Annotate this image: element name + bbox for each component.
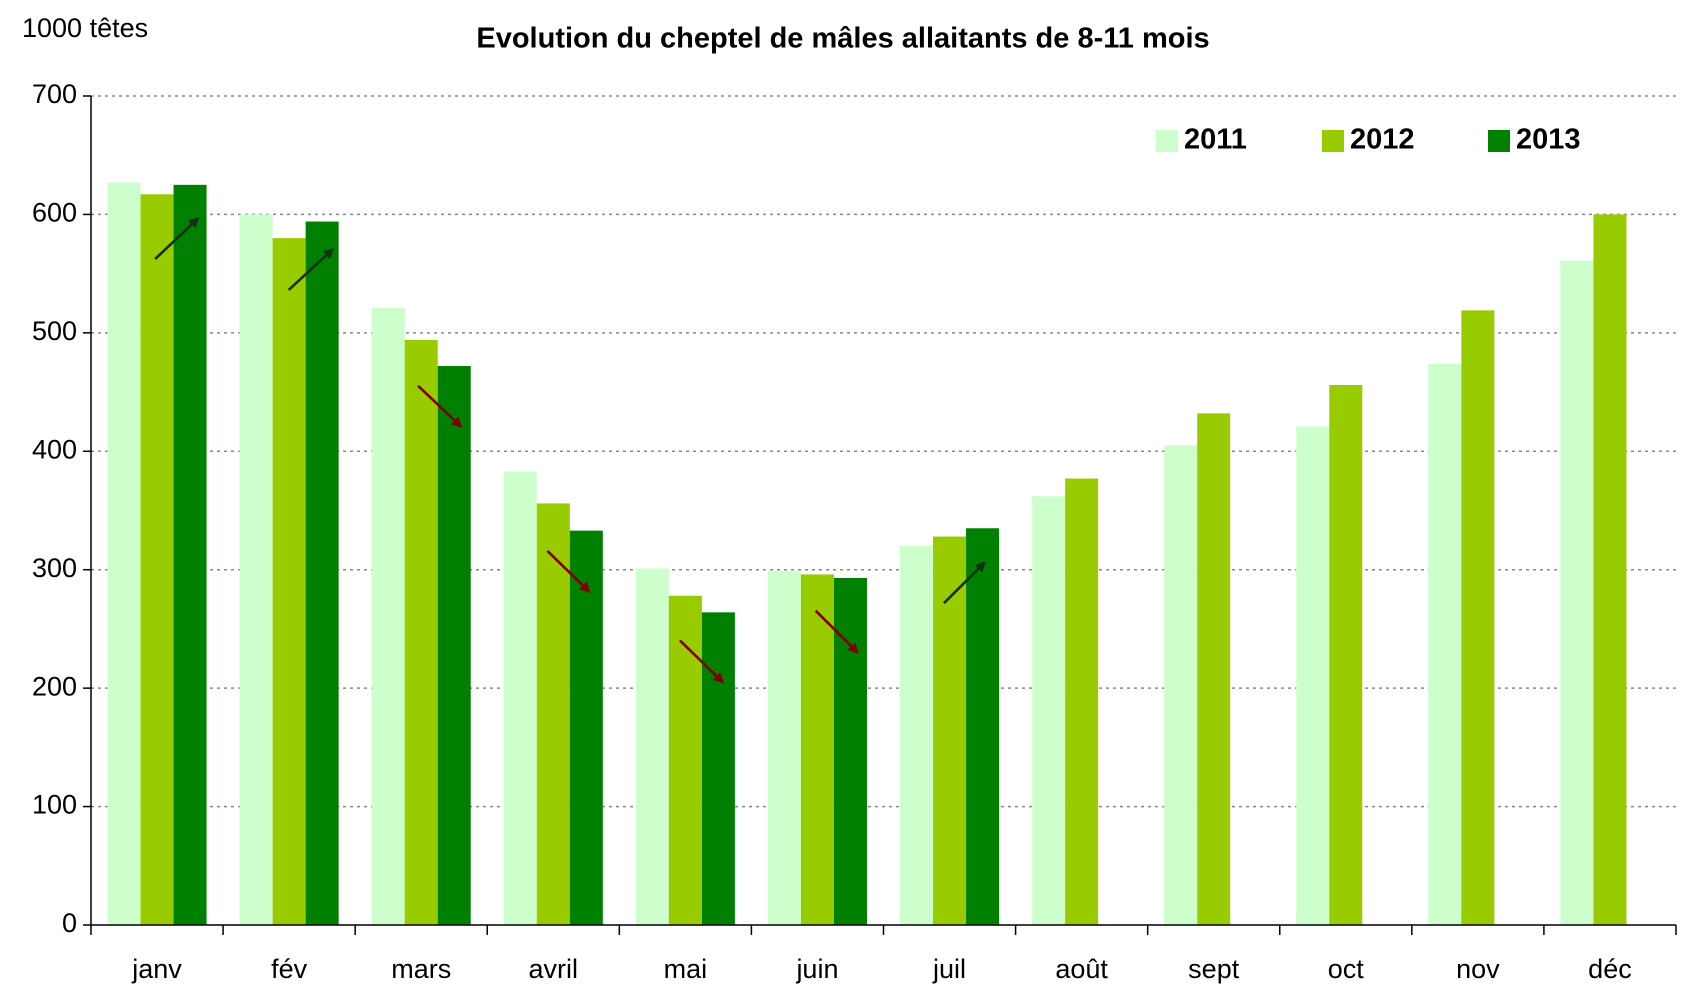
bar (1197, 413, 1231, 925)
bar (404, 339, 438, 925)
bar (140, 194, 174, 925)
arrow-down (678, 639, 725, 684)
bar (1560, 260, 1594, 925)
x-tick-label: déc (1588, 954, 1632, 984)
x-tick-label: août (1055, 954, 1108, 984)
chart-title: Evolution du cheptel de mâles allaitants… (476, 23, 1209, 55)
arrow-up (154, 217, 200, 260)
bar (767, 570, 801, 925)
x-tick-label: mai (664, 954, 708, 984)
y-tick-label: 500 (32, 316, 77, 346)
bar (1428, 363, 1462, 925)
bar (800, 574, 834, 925)
bar (966, 528, 1000, 925)
bar (1032, 496, 1066, 925)
x-tick-label: nov (1456, 954, 1500, 984)
plot: 0 100 200 300 400 500 600 700 janv fév mars avril ma… (32, 79, 1677, 984)
bar (569, 530, 603, 925)
arrow-down (417, 384, 463, 428)
arrow-up (287, 247, 335, 291)
legend-label: 2011 (1184, 124, 1247, 156)
arrow-up (942, 561, 987, 605)
y-tick-label: 100 (32, 790, 77, 820)
bar (668, 595, 702, 925)
x-tick-label: juil (932, 954, 966, 984)
legend-swatch (1156, 130, 1178, 152)
arrow-down (546, 550, 591, 593)
y-tick-label: 400 (32, 434, 77, 464)
y-tick-label: 300 (32, 553, 77, 583)
bar (1065, 478, 1099, 925)
x-tick-label: avril (529, 954, 579, 984)
legend-label: 2013 (1516, 124, 1581, 156)
bar (933, 536, 967, 925)
bar (536, 503, 570, 925)
bar (1593, 214, 1627, 925)
bar (635, 568, 669, 925)
bar (437, 366, 471, 925)
bar (1164, 445, 1198, 925)
bar (272, 238, 306, 926)
y-tick-label: 700 (32, 79, 77, 109)
bar (1461, 310, 1495, 925)
bar (239, 214, 273, 925)
x-tick-label: mars (391, 954, 451, 984)
bar (107, 182, 141, 925)
bar (900, 546, 934, 925)
bar (1329, 384, 1363, 926)
arrow-down (814, 609, 859, 654)
x-tick-label: oct (1328, 954, 1365, 984)
bar (503, 471, 537, 925)
y-axis-label: 1000 têtes (22, 13, 148, 43)
bar (173, 184, 207, 926)
y-tick-label: 600 (32, 198, 77, 228)
trend-arrows (154, 217, 987, 684)
x-tick-label: sept (1188, 954, 1240, 984)
y-tick-label: 0 (62, 908, 77, 938)
bar (833, 578, 867, 925)
x-tick-label: janv (131, 954, 182, 984)
x-tick-label: juin (795, 954, 838, 984)
legend-label: 2012 (1350, 124, 1415, 156)
bar (1296, 426, 1330, 925)
legend-swatch (1488, 130, 1510, 152)
bar (371, 307, 405, 925)
y-tick-label: 200 (32, 671, 77, 701)
x-tick-label: fév (271, 954, 308, 984)
bar (701, 612, 735, 925)
legend-swatch (1322, 130, 1344, 152)
bar (305, 221, 339, 925)
